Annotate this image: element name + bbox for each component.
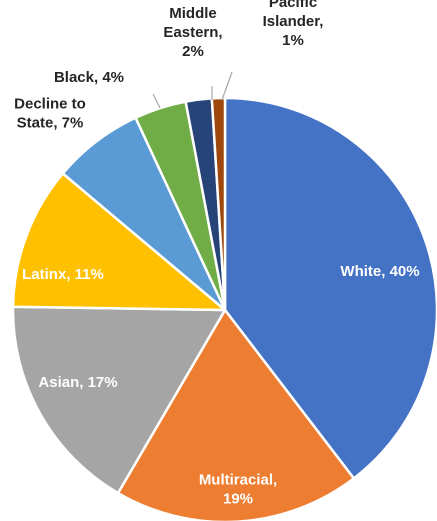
data-label-decline-to-state: Decline to State, 7% [14,95,86,131]
data-label-line: State, 7% [17,114,84,131]
data-label-line: Black, 4% [54,69,124,86]
data-label-white: White, 40% [340,263,419,280]
data-label-line: Islander, [263,13,324,30]
data-label-line: Decline to [14,95,86,112]
pie-slices [11,96,437,521]
data-label-multiracial: Multiracial, 19% [199,471,277,507]
pie-slice-multiracial [116,308,356,521]
leader-line-black [152,93,161,109]
pie-slice-latinx [11,172,227,312]
data-label-middle-eastern: Middle Eastern, 2% [163,5,222,60]
data-label-line: Multiracial, [199,471,277,488]
data-label-line: 19% [223,490,253,507]
data-label-line: Pacific [269,0,317,11]
data-label-latinx: Latinx, 11% [22,266,104,283]
data-label-line: Asian, 17% [38,374,117,391]
pie-slice-asian [11,305,227,495]
data-label-asian: Asian, 17% [38,374,117,391]
data-label-line: Middle [169,5,217,22]
data-label-line: Latinx, 11% [22,266,104,283]
data-label-black: Black, 4% [54,69,124,86]
pie-slice-white [223,96,437,480]
data-label-line: 1% [282,32,304,49]
leader-lines [152,71,233,109]
data-label-pacific-islander: Pacific Islander, 1% [263,0,324,49]
data-label-line: White, 40% [340,263,419,280]
data-label-line: Eastern, [163,24,222,41]
leader-line-pacific-islander [221,71,233,101]
data-label-line: 2% [182,43,204,60]
data-labels: White, 40% Multiracial, 19% Asian, 17% Latin… [14,0,419,507]
